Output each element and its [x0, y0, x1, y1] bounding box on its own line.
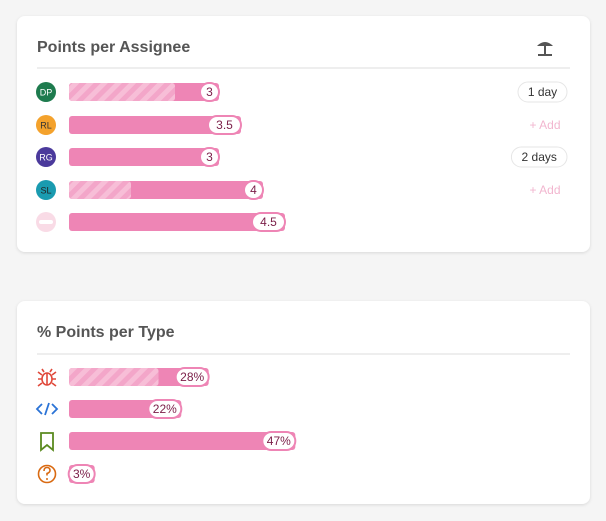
value-label: 28%: [180, 370, 204, 384]
code-icon: [35, 402, 59, 416]
type-card: [17, 301, 590, 504]
value-label: 4.5: [260, 215, 277, 229]
avatar-initials: SL: [40, 185, 51, 195]
value-pill: [174, 367, 210, 387]
bookmark-icon: [40, 432, 54, 452]
value-pill: [147, 399, 183, 419]
avatar-initials: DP: [40, 87, 53, 97]
avatar: [36, 82, 56, 102]
avatar: [36, 115, 56, 135]
avatar-initials: RG: [39, 152, 53, 162]
avatar: [36, 147, 56, 167]
add-time-off[interactable]: + Add: [529, 183, 560, 197]
time-off-pill[interactable]: [510, 146, 568, 168]
value-label: 4: [250, 183, 257, 197]
time-off-pill[interactable]: [517, 81, 568, 103]
done-bar: [69, 83, 175, 101]
done-bar: [69, 181, 131, 199]
value-label: 3: [206, 150, 213, 164]
card-title: Points per Assignee: [37, 39, 190, 56]
bar: [69, 432, 296, 450]
value-label: 47%: [267, 434, 291, 448]
card-title: % Points per Type: [37, 324, 175, 341]
bar: [69, 213, 285, 231]
value-label: 3: [206, 85, 213, 99]
question-icon: [37, 464, 57, 484]
bug-icon: [37, 368, 57, 387]
value-label: 22%: [153, 402, 177, 416]
value-pill: [207, 115, 242, 135]
vacation-icon[interactable]: [537, 42, 553, 56]
value-pill: [251, 212, 286, 232]
time-off-label[interactable]: 2 days: [522, 150, 557, 164]
avatar-initials: RL: [40, 120, 52, 130]
value-pill: [243, 180, 264, 200]
value-pill: [67, 464, 96, 484]
value-label: 3.5: [216, 118, 233, 132]
time-off-label[interactable]: 1 day: [528, 85, 557, 99]
avatar: [36, 180, 56, 200]
done-bar: [69, 368, 159, 386]
bar: [69, 148, 219, 166]
unassigned-mask: [39, 220, 53, 224]
bar: [69, 116, 241, 134]
value-pill: [199, 147, 220, 167]
value-pill: [199, 82, 220, 102]
value-pill: [261, 431, 297, 451]
value-label: 3%: [73, 467, 91, 481]
add-time-off[interactable]: + Add: [529, 118, 560, 132]
